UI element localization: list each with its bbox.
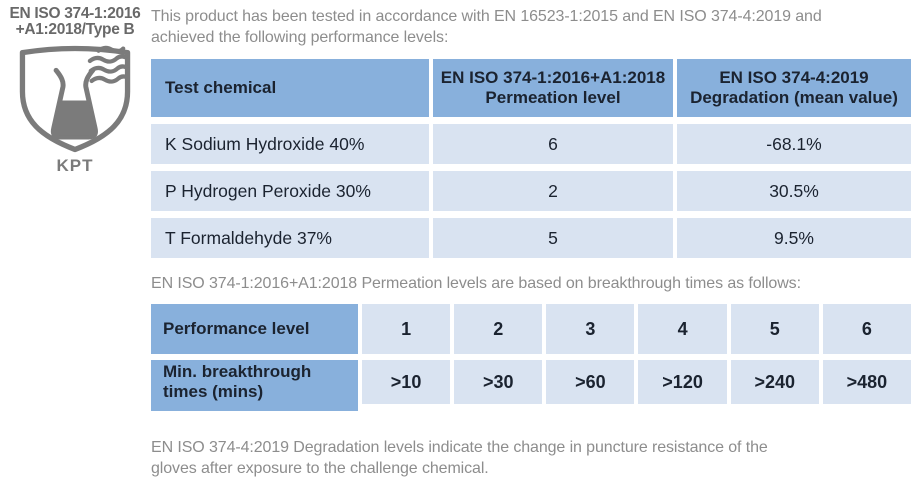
intro-line1: This product has been tested in accordan…: [151, 8, 822, 25]
pictogram-code: KPT: [56, 155, 94, 175]
table-cell-chemical: P Hydrogen Peroxide 30%: [151, 171, 429, 211]
degradation-note-line1: EN ISO 374-4:2019 Degradation levels ind…: [151, 439, 768, 456]
table-cell-degradation: 30.5%: [677, 171, 911, 211]
time-cell: >120: [638, 360, 727, 404]
table-cell-permeation: 5: [433, 218, 673, 258]
row-header-breakthrough-times: Min. breakthrough times (mins): [151, 360, 358, 404]
pictogram-panel: EN ISO 374-1:2016 +A1:2018/Type B KP: [0, 0, 150, 176]
chemical-flask-shield-icon: [0, 42, 150, 158]
row-header-performance-level: Performance level: [151, 304, 358, 354]
table-cell-permeation: 2: [433, 171, 673, 211]
pictogram-standard-line2: +A1:2018/Type B: [15, 21, 135, 39]
level-cell: 5: [730, 304, 819, 354]
intro-text: This product has been tested in accordan…: [151, 6, 911, 48]
time-cell: >60: [546, 360, 635, 404]
permeation-table: Test chemical EN ISO 374-1:2016+A1:2018 …: [151, 59, 911, 258]
column-header-test-chemical: Test chemical: [151, 59, 429, 117]
intro-line2: achieved the following performance level…: [151, 29, 449, 46]
level-cell: 6: [822, 304, 911, 354]
column-header-degradation: EN ISO 374-4:2019 Degradation (mean valu…: [677, 59, 911, 117]
pictogram-standard-line1: EN ISO 374-1:2016: [9, 5, 141, 22]
time-cell: >240: [730, 360, 819, 404]
time-cell: >480: [822, 360, 911, 404]
degradation-note: EN ISO 374-4:2019 Degradation levels ind…: [151, 437, 911, 479]
breakthrough-times-table: Performance level 1 2 3 4 5 6 Min. break…: [151, 304, 911, 404]
degradation-note-line2: gloves after exposure to the challenge c…: [151, 460, 489, 477]
pictogram-standard-title: EN ISO 374-1:2016 +A1:2018/Type B: [0, 5, 150, 39]
table-cell-chemical: K Sodium Hydroxide 40%: [151, 124, 429, 164]
table-cell-permeation: 6: [433, 124, 673, 164]
level-cell: 3: [546, 304, 635, 354]
level-cell: 2: [454, 304, 543, 354]
levels-note: EN ISO 374-1:2016+A1:2018 Permeation lev…: [151, 275, 801, 292]
table-cell-degradation: 9.5%: [677, 218, 911, 258]
table-cell-chemical: T Formaldehyde 37%: [151, 218, 429, 258]
column-header-permeation-level: EN ISO 374-1:2016+A1:2018 Permeation lev…: [433, 59, 673, 117]
time-cell: >30: [454, 360, 543, 404]
level-cell: 1: [362, 304, 451, 354]
time-cell: >10: [362, 360, 451, 404]
content-panel: This product has been tested in accordan…: [151, 0, 911, 479]
table-cell-degradation: -68.1%: [677, 124, 911, 164]
level-cell: 4: [638, 304, 727, 354]
